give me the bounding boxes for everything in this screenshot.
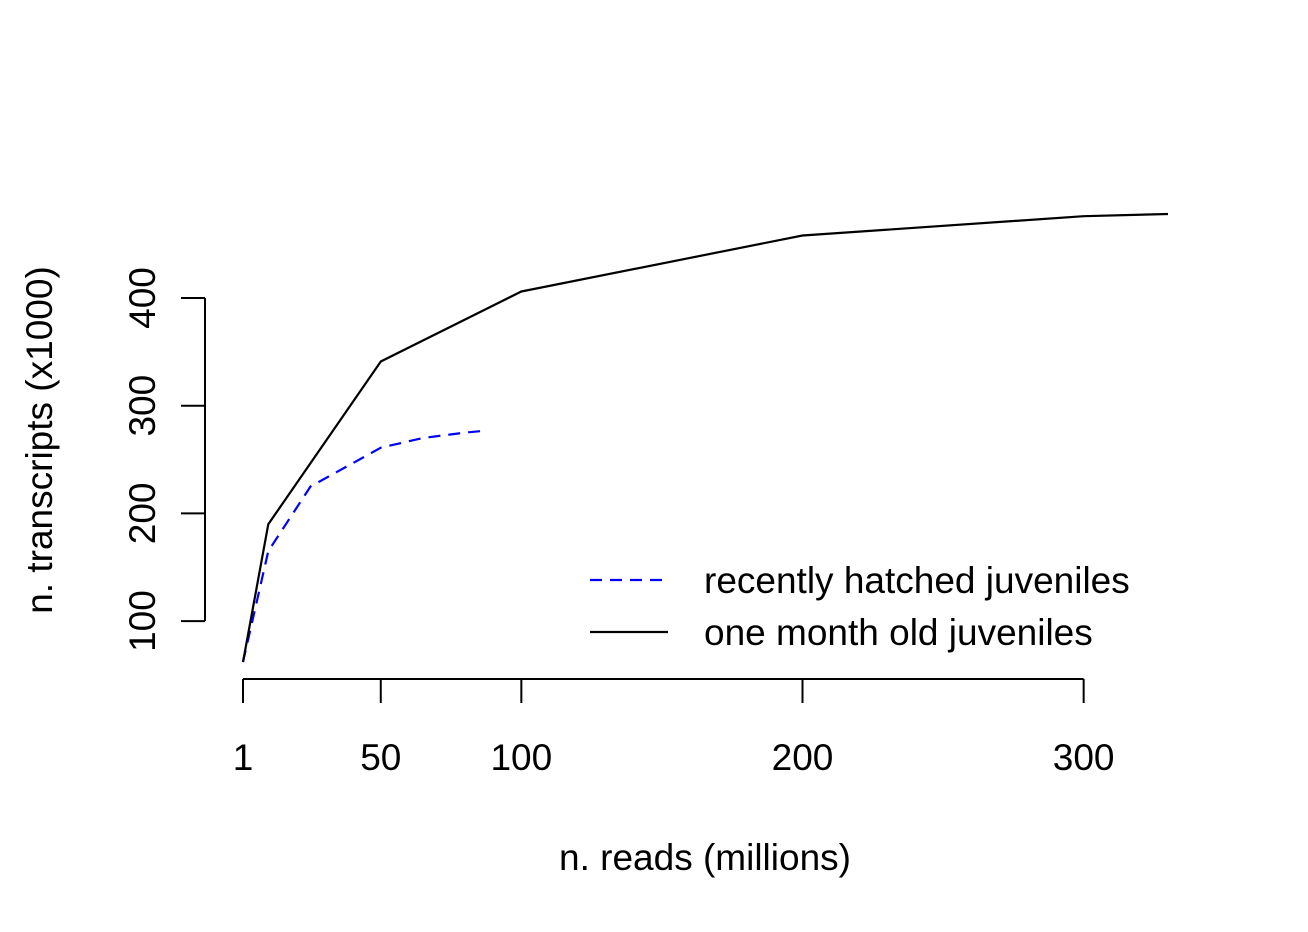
x-tick-label: 50 [360, 737, 401, 778]
legend-label: recently hatched juveniles [704, 560, 1130, 601]
y-axis-label: n. transcripts (x1000) [19, 266, 60, 614]
plot-lines [241, 212, 1169, 663]
legend: recently hatched juveniles one month old … [590, 560, 1130, 653]
x-tick-label: 300 [1053, 737, 1115, 778]
x-tick-label: 200 [772, 737, 834, 778]
series-line-1 [241, 429, 488, 663]
x-tick-label: 100 [490, 737, 552, 778]
x-axis: 1 50 100 200 300 [233, 678, 1115, 778]
y-tick-label: 400 [122, 267, 163, 329]
y-tick-label: 300 [122, 375, 163, 437]
series-line-2 [241, 212, 1169, 663]
y-axis: 100 200 300 400 [122, 267, 206, 652]
y-tick-label: 200 [122, 483, 163, 545]
legend-label: one month old juveniles [704, 612, 1093, 653]
x-axis-label: n. reads (millions) [559, 837, 851, 878]
y-tick-label: 100 [122, 590, 163, 652]
x-tick-label: 1 [233, 737, 254, 778]
